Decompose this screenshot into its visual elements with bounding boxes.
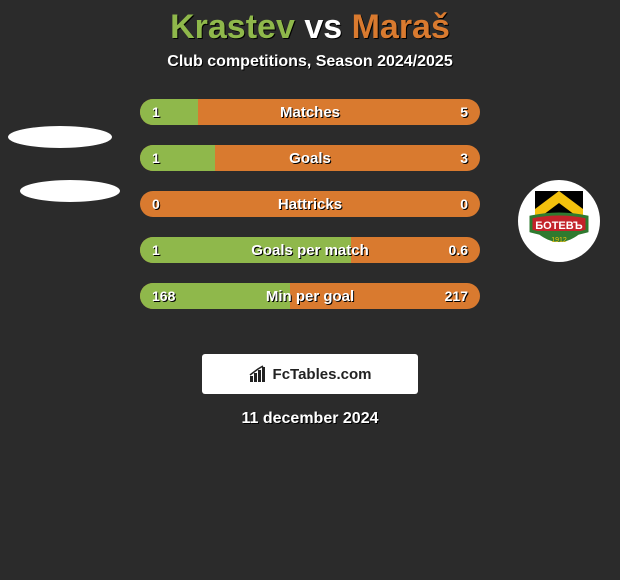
stat-bar-row: 0Hattricks0 <box>140 191 480 217</box>
stat-bars: 1Matches5 1Goals3 0Hattricks0 1Goals per ma… <box>140 99 480 309</box>
stat-bar-row: 1Goals per match0.6 <box>140 237 480 263</box>
comparison-title: Krastev vs Maraš <box>0 8 620 47</box>
chart-icon <box>249 365 267 383</box>
svg-text:1912: 1912 <box>551 237 567 244</box>
placeholder-ellipse-2 <box>20 180 120 202</box>
stat-bar-row: 1Goals3 <box>140 145 480 171</box>
bar-value-right: 0 <box>460 191 468 217</box>
placeholder-ellipse-1 <box>8 126 112 148</box>
bar-value-right: 0.6 <box>449 237 468 263</box>
club-logo-right: БОТЕВЪ 1912 <box>518 180 600 262</box>
bar-label: Matches <box>140 99 480 125</box>
bar-label: Hattricks <box>140 191 480 217</box>
player2-name: Maraš <box>352 8 450 46</box>
bar-label: Goals <box>140 145 480 171</box>
bar-value-right: 217 <box>445 283 468 309</box>
source-text: FcTables.com <box>273 366 372 383</box>
bar-value-right: 5 <box>460 99 468 125</box>
svg-text:БОТЕВЪ: БОТЕВЪ <box>535 220 583 232</box>
club-logo-icon: БОТЕВЪ 1912 <box>525 187 593 255</box>
player1-name: Krastev <box>170 8 295 46</box>
source-badge: FcTables.com <box>202 354 418 394</box>
subtitle: Club competitions, Season 2024/2025 <box>0 53 620 71</box>
bar-label: Goals per match <box>140 237 480 263</box>
stat-bar-row: 1Matches5 <box>140 99 480 125</box>
stat-bar-row: 168Min per goal217 <box>140 283 480 309</box>
date-text: 11 december 2024 <box>0 410 620 428</box>
bar-value-right: 3 <box>460 145 468 171</box>
vs-text: vs <box>304 8 342 46</box>
bar-label: Min per goal <box>140 283 480 309</box>
